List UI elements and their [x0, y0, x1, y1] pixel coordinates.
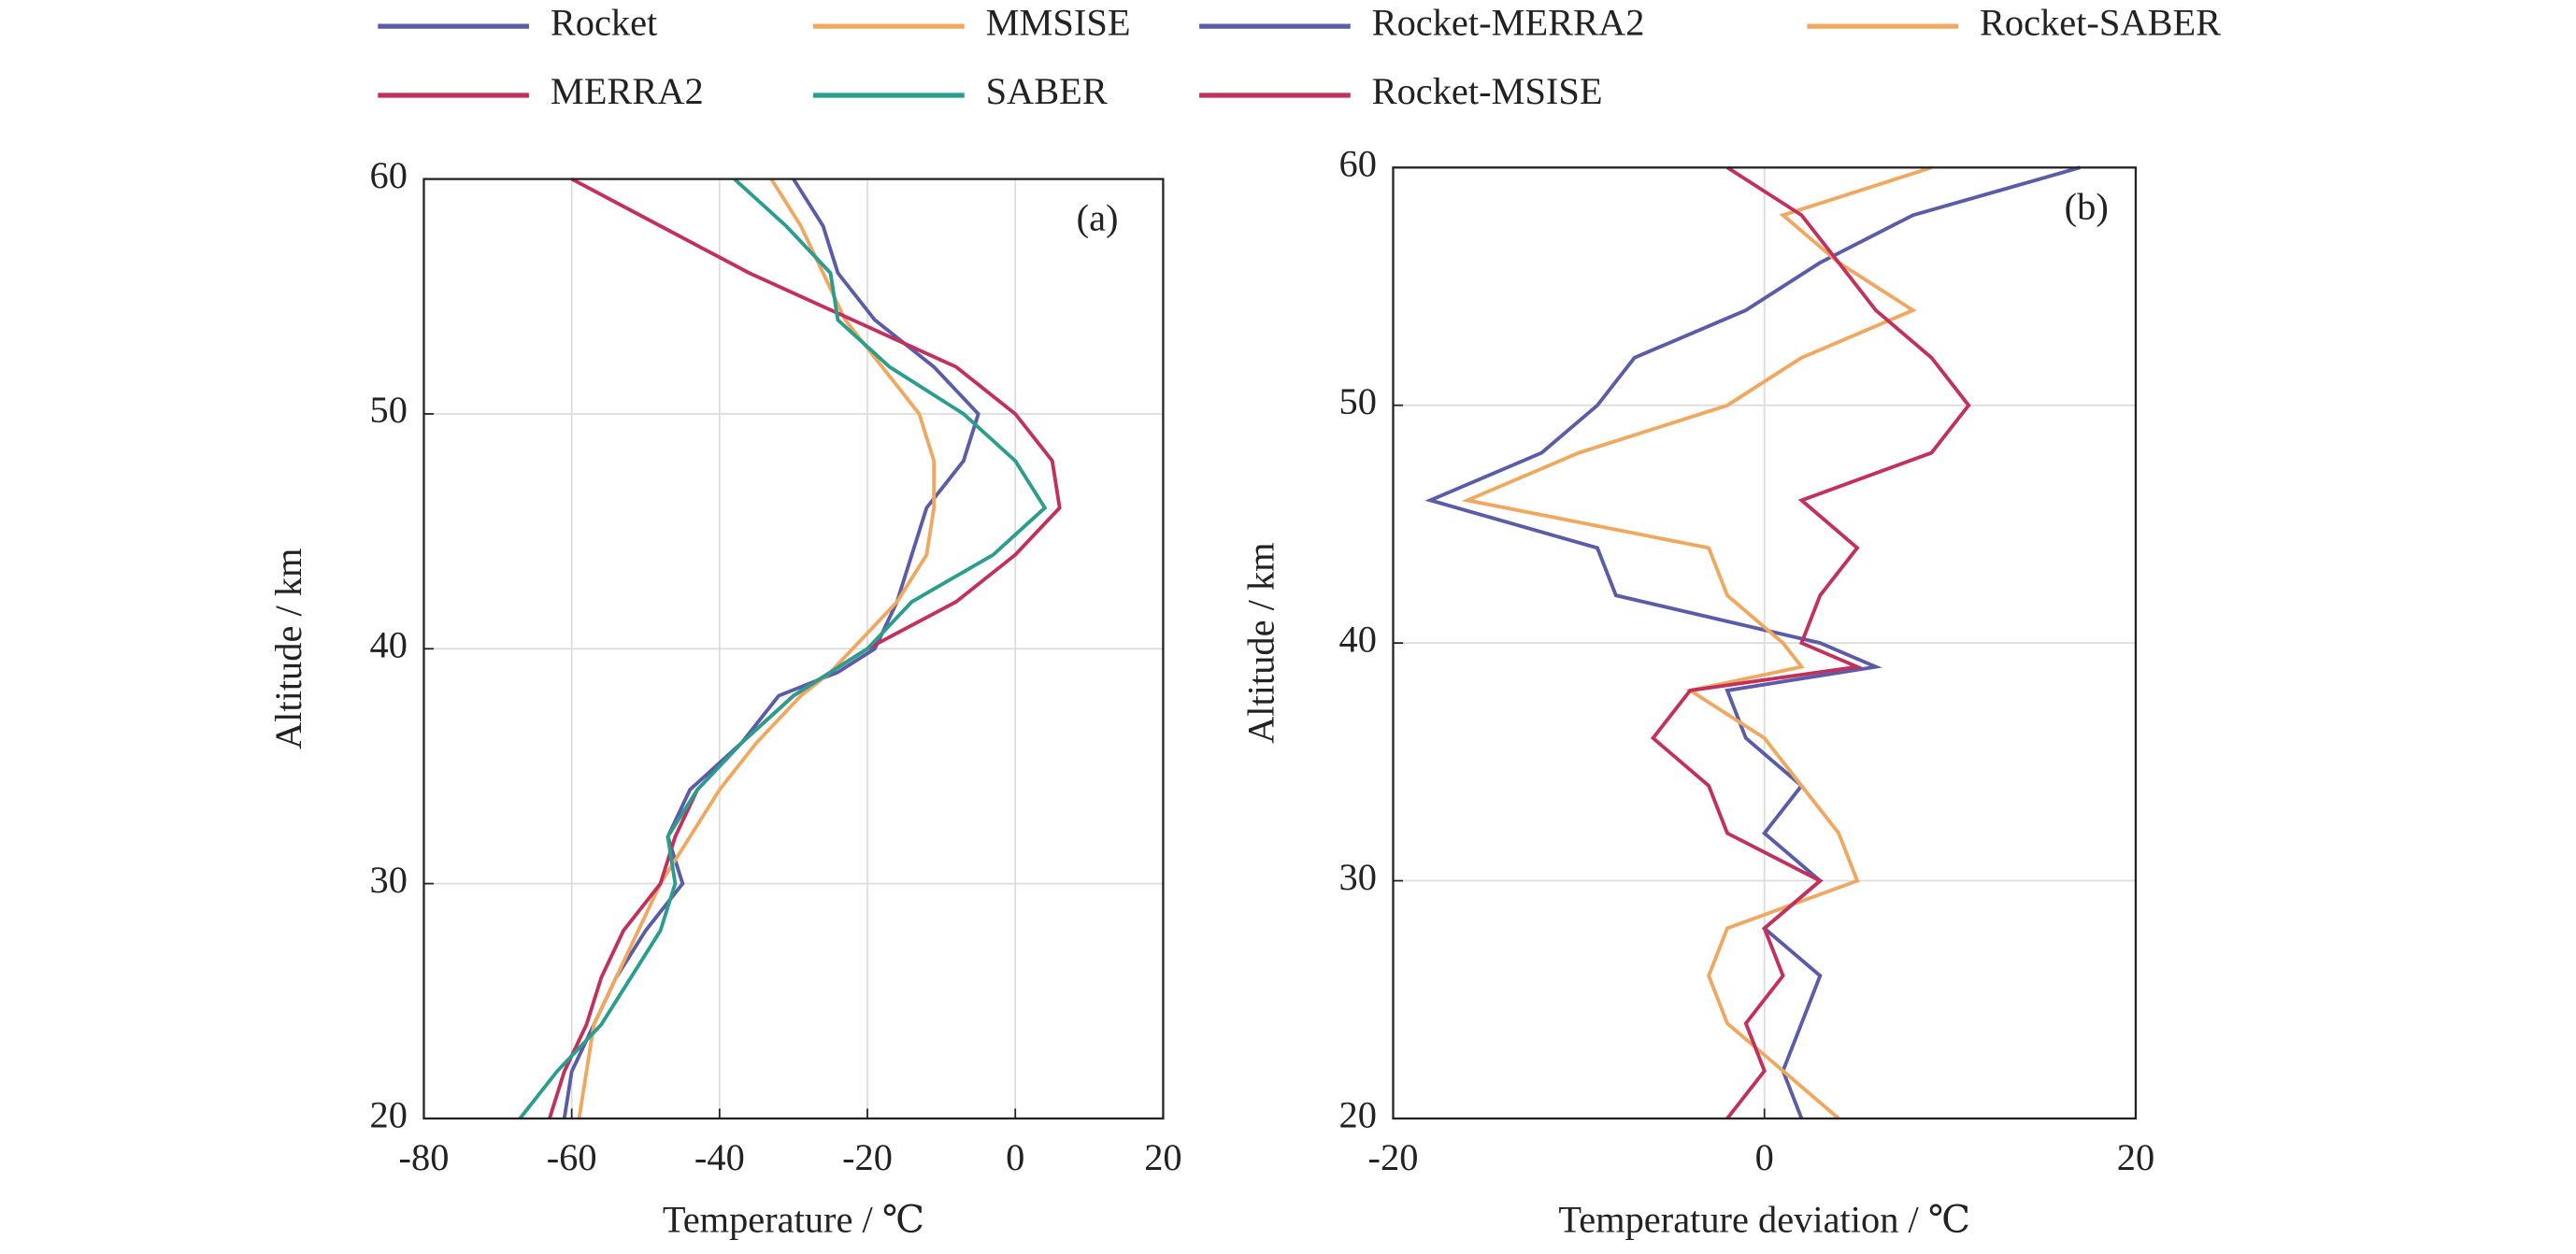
y-tick-label: 60	[1339, 143, 1377, 185]
y-tick-label: 30	[1339, 856, 1377, 898]
legend-label: SABER	[986, 70, 1108, 112]
x-tick-label: -60	[547, 1136, 597, 1178]
data-line	[1461, 165, 1933, 1120]
x-tick-label: 0	[1755, 1136, 1774, 1178]
y-axis-label: Altitude / km	[1240, 542, 1282, 744]
x-axis-label: Temperature / ℃	[663, 1199, 924, 1241]
legend-label: Rocket	[551, 1, 657, 43]
y-tick-label: 30	[369, 859, 407, 901]
y-tick-label: 20	[369, 1093, 407, 1135]
y-axis-label: Altitude / km	[267, 549, 309, 750]
x-tick-label: -20	[842, 1136, 893, 1178]
legend-label: Rocket-MSISE	[1372, 70, 1603, 112]
x-tick-label: 20	[2117, 1136, 2154, 1178]
data-line	[518, 178, 1048, 1120]
y-tick-label: 50	[1339, 380, 1377, 422]
legend-label: Rocket-MERRA2	[1372, 1, 1645, 43]
data-line	[1424, 165, 2081, 1119]
x-axis-label: Temperature deviation / ℃	[1558, 1199, 1970, 1241]
y-tick-label: 40	[1339, 618, 1377, 660]
x-tick-label: 0	[1006, 1136, 1024, 1178]
plot-frame	[1392, 166, 2138, 1120]
legend-label: MERRA2	[551, 70, 704, 112]
y-tick-label: 60	[369, 154, 407, 196]
panel-label: (b)	[2065, 185, 2109, 227]
x-tick-label: 20	[1144, 1136, 1181, 1178]
y-tick-label: 40	[369, 624, 407, 666]
y-tick-label: 50	[369, 389, 407, 431]
x-tick-label: -20	[1368, 1136, 1419, 1178]
panel-label: (a)	[1077, 197, 1119, 239]
legend-label: MMSISE	[986, 1, 1131, 43]
data-line	[1650, 165, 1971, 1120]
x-tick-label: -80	[399, 1136, 450, 1178]
plot-frame	[422, 178, 1165, 1120]
y-tick-label: 20	[1339, 1093, 1377, 1135]
legend-label: Rocket-SABER	[1980, 1, 2221, 43]
x-tick-label: -40	[694, 1136, 745, 1178]
